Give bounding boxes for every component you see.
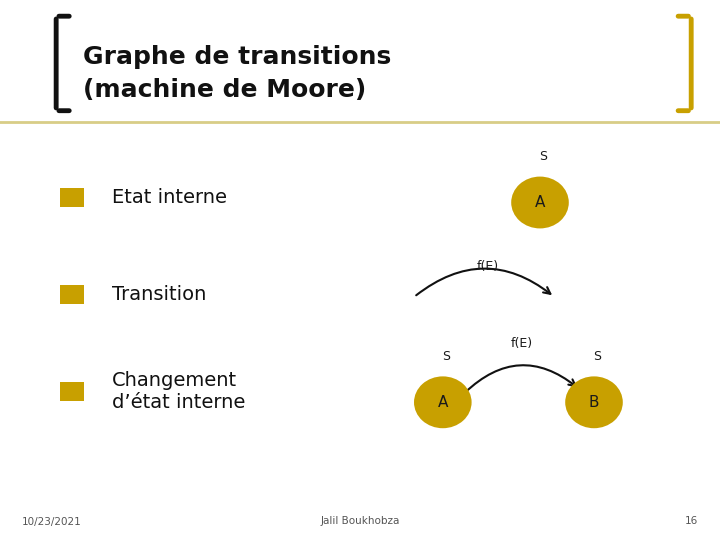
FancyBboxPatch shape	[60, 382, 84, 401]
FancyBboxPatch shape	[60, 187, 84, 207]
Text: Etat interne: Etat interne	[112, 187, 227, 207]
Text: 16: 16	[685, 516, 698, 526]
Ellipse shape	[414, 376, 472, 428]
Text: B: B	[589, 395, 599, 410]
Text: (machine de Moore): (machine de Moore)	[83, 78, 366, 102]
Text: Jalil Boukhobza: Jalil Boukhobza	[320, 516, 400, 526]
Text: f(E): f(E)	[477, 260, 499, 273]
Ellipse shape	[565, 376, 623, 428]
FancyArrowPatch shape	[465, 365, 575, 393]
FancyBboxPatch shape	[60, 285, 84, 304]
Text: Changement
d’état interne: Changement d’état interne	[112, 371, 245, 412]
Text: S: S	[539, 150, 548, 163]
FancyArrowPatch shape	[416, 268, 550, 295]
Text: A: A	[438, 395, 448, 410]
Text: A: A	[535, 195, 545, 210]
Ellipse shape	[511, 177, 569, 228]
Text: f(E): f(E)	[511, 338, 534, 350]
Text: S: S	[593, 350, 602, 363]
Text: 10/23/2021: 10/23/2021	[22, 516, 81, 526]
Text: Transition: Transition	[112, 285, 206, 304]
Text: S: S	[442, 350, 451, 363]
Text: Graphe de transitions: Graphe de transitions	[83, 45, 391, 69]
